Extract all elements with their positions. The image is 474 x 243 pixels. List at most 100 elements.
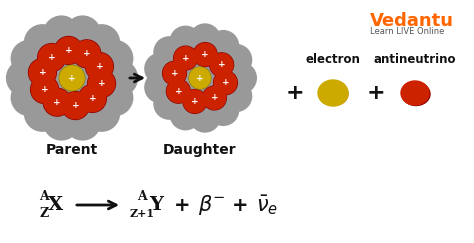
- Text: +: +: [98, 79, 105, 88]
- Circle shape: [193, 43, 217, 67]
- Circle shape: [183, 89, 207, 113]
- Circle shape: [24, 95, 61, 132]
- Circle shape: [30, 75, 59, 104]
- Circle shape: [209, 52, 234, 77]
- Circle shape: [101, 60, 138, 96]
- Text: +: +: [89, 94, 96, 103]
- Circle shape: [96, 40, 133, 77]
- Text: +: +: [174, 196, 190, 215]
- Text: Daughter: Daughter: [163, 143, 237, 157]
- Circle shape: [213, 70, 238, 95]
- Circle shape: [59, 65, 85, 91]
- Ellipse shape: [320, 83, 348, 105]
- Ellipse shape: [401, 81, 429, 105]
- Text: Parent: Parent: [46, 143, 98, 157]
- Text: Vedantu: Vedantu: [370, 12, 454, 30]
- Text: +: +: [171, 69, 178, 78]
- Circle shape: [61, 91, 90, 120]
- Text: Y: Y: [149, 196, 163, 214]
- Circle shape: [38, 44, 65, 71]
- Circle shape: [28, 58, 57, 87]
- Circle shape: [64, 15, 101, 52]
- Circle shape: [189, 23, 221, 55]
- Circle shape: [173, 45, 198, 71]
- Circle shape: [202, 86, 227, 110]
- Circle shape: [54, 36, 83, 65]
- Circle shape: [83, 95, 120, 132]
- Circle shape: [220, 80, 252, 112]
- Circle shape: [83, 24, 120, 61]
- Circle shape: [144, 71, 176, 103]
- Text: +: +: [210, 94, 218, 103]
- Circle shape: [24, 24, 61, 61]
- Text: +: +: [72, 101, 79, 110]
- Text: +: +: [83, 49, 91, 58]
- Circle shape: [166, 79, 191, 104]
- Circle shape: [207, 94, 239, 126]
- Circle shape: [85, 52, 114, 81]
- Text: +: +: [367, 83, 385, 103]
- Circle shape: [189, 67, 211, 89]
- Text: $\beta^{-}$: $\beta^{-}$: [198, 193, 226, 217]
- Circle shape: [10, 40, 48, 77]
- Circle shape: [62, 92, 90, 120]
- Text: +: +: [286, 83, 304, 103]
- Text: +: +: [54, 98, 61, 107]
- Text: Z+1: Z+1: [129, 208, 155, 218]
- Circle shape: [43, 88, 71, 116]
- Circle shape: [59, 65, 85, 91]
- Text: Learn LIVE Online: Learn LIVE Online: [370, 27, 444, 36]
- Circle shape: [220, 44, 252, 76]
- Circle shape: [162, 61, 187, 86]
- Circle shape: [166, 79, 191, 103]
- Circle shape: [10, 79, 48, 116]
- Circle shape: [202, 85, 227, 111]
- Text: +: +: [174, 87, 182, 96]
- Circle shape: [189, 101, 221, 133]
- Circle shape: [189, 66, 211, 90]
- Circle shape: [43, 87, 72, 117]
- Text: +: +: [68, 73, 76, 83]
- Text: +: +: [196, 73, 204, 83]
- Ellipse shape: [319, 81, 347, 105]
- Circle shape: [31, 76, 58, 104]
- Circle shape: [79, 85, 106, 112]
- Text: +: +: [41, 85, 48, 94]
- Circle shape: [6, 60, 43, 96]
- Circle shape: [163, 61, 186, 85]
- Text: A: A: [137, 190, 147, 202]
- Text: +: +: [65, 46, 73, 55]
- Circle shape: [85, 52, 113, 80]
- Text: +: +: [96, 62, 103, 71]
- Circle shape: [88, 69, 116, 97]
- Circle shape: [207, 30, 239, 62]
- Text: +: +: [222, 78, 229, 87]
- Circle shape: [170, 26, 201, 58]
- Circle shape: [33, 39, 111, 117]
- Circle shape: [170, 98, 201, 130]
- Ellipse shape: [318, 80, 348, 106]
- Circle shape: [55, 36, 82, 64]
- Text: +: +: [201, 50, 209, 59]
- Circle shape: [192, 42, 218, 67]
- Circle shape: [43, 104, 80, 141]
- Text: X: X: [48, 196, 64, 214]
- Text: electron: electron: [306, 53, 360, 66]
- Circle shape: [213, 71, 237, 95]
- Text: +: +: [182, 53, 190, 62]
- Circle shape: [78, 84, 107, 113]
- Text: antineutrino: antineutrino: [374, 53, 456, 66]
- Circle shape: [153, 36, 185, 68]
- Circle shape: [72, 39, 101, 69]
- Circle shape: [153, 88, 185, 120]
- Circle shape: [87, 69, 116, 98]
- Text: $\bar{\nu}_{e}$: $\bar{\nu}_{e}$: [256, 193, 278, 217]
- Circle shape: [225, 62, 257, 94]
- Circle shape: [96, 79, 133, 116]
- Text: +: +: [38, 68, 46, 77]
- Text: +: +: [218, 60, 226, 69]
- Text: Z: Z: [39, 207, 49, 219]
- Circle shape: [28, 59, 56, 87]
- Text: +: +: [191, 97, 199, 106]
- Circle shape: [73, 40, 101, 68]
